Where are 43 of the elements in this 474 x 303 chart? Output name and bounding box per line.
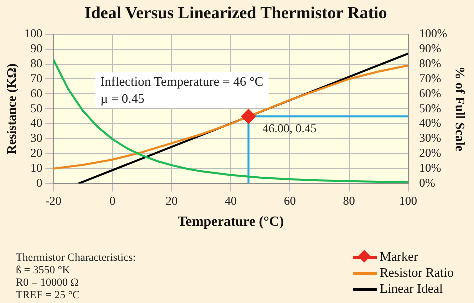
y2-tick-label: 60%	[419, 86, 442, 100]
annotation: 46.00, 0.45	[262, 122, 317, 136]
y-axis-title: Resistance (KΩ)	[4, 64, 20, 155]
x-tick-label: 60	[284, 194, 296, 208]
y-tick-label: 70	[30, 71, 43, 86]
legend-label: Resistor Ratio	[380, 265, 454, 281]
y2-axis-title: % of Full Scale	[452, 66, 468, 152]
x-tick-label: 0	[110, 194, 116, 208]
chart-title: Ideal Versus Linearized Thermistor Ratio	[84, 4, 388, 23]
text: R0 = 10000 Ω	[16, 276, 79, 289]
legend-label: Linear Ideal	[380, 281, 444, 297]
x-tick-label: 80	[343, 194, 356, 208]
text: TREF = 25 °C	[16, 289, 80, 302]
y-tick-label: 60	[30, 86, 43, 100]
legend-label: Marker	[380, 249, 418, 265]
x-tick-label: 100	[399, 194, 418, 208]
annotation: µ = 0.45	[100, 90, 145, 106]
y-tick-label: 0	[36, 176, 43, 190]
y2-tick-label: 40%	[419, 116, 442, 130]
y2-tick-label: 70%	[419, 71, 442, 86]
y2-tick-label: 10%	[419, 161, 442, 176]
y-tick-label: 50	[30, 101, 43, 116]
y2-tick-label: 30%	[419, 131, 442, 146]
annotation: Inflection Temperature = 46 °C	[100, 74, 264, 89]
y2-tick-label: 50%	[419, 101, 442, 116]
y-tick-label: 100	[24, 26, 43, 41]
x-tick-label: 40	[225, 194, 237, 208]
y-tick-label: 80	[30, 56, 43, 70]
y-tick-label: 20	[30, 146, 43, 160]
y-tick-label: 40	[30, 116, 43, 130]
y-tick-label: 30	[30, 131, 43, 146]
y2-tick-label: 20%	[419, 146, 442, 160]
y-tick-label: 10	[30, 161, 43, 176]
x-tick-label: -20	[46, 194, 62, 208]
y2-tick-label: 100%	[419, 26, 448, 41]
y2-tick-label: 90%	[419, 41, 442, 56]
y2-tick-label: 0%	[419, 176, 436, 190]
x-axis-title: Temperature (°C)	[178, 215, 284, 230]
text: Thermistor Characteristics:	[16, 252, 136, 264]
y2-tick-label: 80%	[419, 56, 442, 70]
x-tick-label: 20	[166, 194, 178, 208]
y-tick-label: 90	[30, 41, 43, 56]
text: ß = 3550 °K	[16, 264, 70, 276]
